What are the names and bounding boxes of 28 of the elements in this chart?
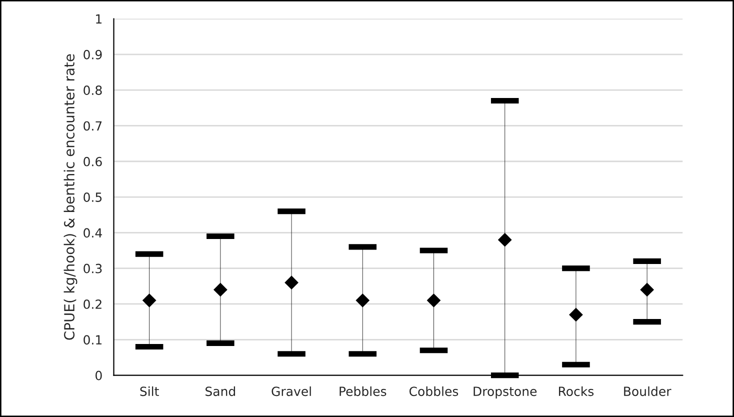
- y-tick-label: 0.8: [84, 86, 102, 95]
- y-tick-label: 0.6: [84, 156, 102, 166]
- y-tick-label: 0.3: [84, 264, 102, 274]
- y-tick-label: 0.5: [84, 192, 102, 202]
- x-tick-label: Dropstone: [474, 386, 537, 399]
- x-tick-label: Pebbles: [340, 386, 386, 396]
- x-tick-label: Rocks: [558, 386, 594, 396]
- x-tick-label: Gravel: [272, 386, 311, 396]
- point: [142, 293, 156, 308]
- point: [569, 308, 583, 322]
- y-axis-title: CPUE( kg/hook) & benthic encounter rate: [64, 54, 78, 340]
- point: [356, 293, 370, 308]
- y-tick-label: 0: [96, 370, 102, 380]
- y-tick-label: 0.1: [84, 335, 102, 345]
- y-tick-label: 1: [96, 14, 102, 24]
- point: [284, 276, 298, 290]
- point: [213, 282, 228, 297]
- y-tick-label: 0.2: [84, 299, 102, 309]
- x-tick-label: Silt: [140, 386, 159, 396]
- point: [426, 293, 441, 308]
- y-tick-label: 0.9: [84, 50, 102, 60]
- x-tick-label: Boulder: [624, 386, 672, 396]
- y-tick-label: 0.4: [84, 228, 102, 238]
- point: [640, 282, 654, 297]
- point: [498, 232, 512, 247]
- y-tick-label: 0.7: [84, 121, 102, 131]
- x-tick-label: Cobbles: [409, 386, 458, 396]
- x-tick-label: Sand: [206, 386, 236, 396]
